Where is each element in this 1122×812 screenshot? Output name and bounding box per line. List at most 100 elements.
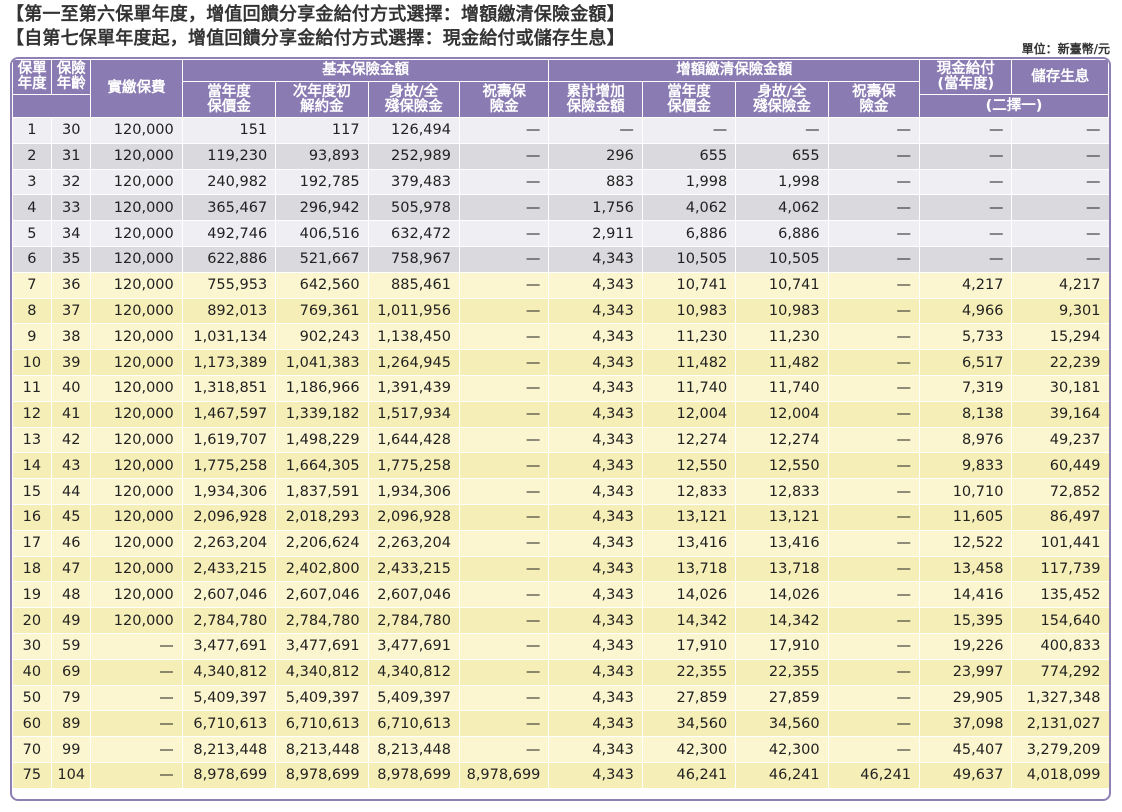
cell-premium: 120,000	[90, 556, 183, 583]
cell-basic-death: 1,011,956	[368, 298, 460, 325]
table-row: 75 104—8,978,699 8,978,699 8,978,699 8,978,6…	[12, 762, 1109, 789]
cell-basic-birthday: —	[459, 143, 550, 170]
table-row: 9 38 120,000 1,031,134 902,243 1,138,450—4,34…	[12, 323, 1109, 351]
cell-add-cumulative: 4,343	[548, 762, 643, 789]
cell-basic-birthday: —	[459, 272, 550, 299]
cell-basic-surrender: 117	[275, 117, 369, 144]
table-row: 14 43 120,000 1,775,258 1,664,305 1,775,258—4…	[12, 452, 1109, 480]
cell-basic-birthday: —	[459, 607, 550, 634]
cell-basic-death: 632,472	[368, 220, 460, 247]
cell-deposit-interest: —	[1011, 169, 1109, 196]
cell-add-cash-value: 12,274	[642, 427, 737, 454]
cell-cash-payment: 49,637	[919, 762, 1013, 789]
cell-year: 70	[12, 736, 53, 763]
cell-add-cumulative: 4,343	[548, 478, 643, 505]
cell-year: 16	[12, 504, 53, 531]
cell-add-cash-value: 12,833	[642, 478, 737, 505]
cell-premium: 120,000	[90, 323, 183, 351]
cell-add-death: 46,241	[735, 762, 829, 789]
cell-basic-cash-value: 5,409,397	[182, 685, 277, 712]
cell-add-birthday: —	[828, 323, 921, 351]
cell-add-cumulative: 4,343	[548, 581, 643, 609]
cell-deposit-interest: —	[1011, 246, 1109, 273]
header-add-birthday: 祝壽保 險金	[827, 81, 921, 118]
cell-basic-death: 2,433,215	[368, 556, 460, 583]
cell-premium: —	[90, 736, 183, 763]
cell-year: 40	[12, 659, 53, 686]
header-add-cash-value: 當年度 保價金	[641, 81, 737, 118]
cell-age: 38	[51, 323, 92, 351]
cell-basic-death: 505,978	[368, 194, 460, 222]
cell-basic-birthday: —	[459, 246, 550, 273]
cell-premium: 120,000	[90, 298, 183, 325]
header-basic-birthday: 祝壽保 險金	[458, 81, 550, 118]
cell-age: 31	[51, 143, 92, 170]
cell-year: 2	[12, 143, 53, 170]
cell-add-cash-value: 13,718	[642, 556, 737, 583]
cell-deposit-interest: 135,452	[1011, 581, 1109, 609]
cell-premium: 120,000	[90, 220, 183, 247]
cell-add-birthday: —	[828, 581, 921, 609]
cell-basic-cash-value: 3,477,691	[182, 633, 277, 660]
cell-add-cumulative: 4,343	[548, 272, 643, 299]
cell-add-death: 12,550	[735, 452, 829, 480]
cell-basic-birthday: —	[459, 427, 550, 454]
table-body: 1 30 120,000 151 117 126,494— — — — — — —2 31 120,000…	[12, 117, 1109, 789]
cell-add-cash-value: 13,121	[642, 504, 737, 531]
header-add-cumulative: 累計增加 保險金額	[548, 81, 643, 118]
cell-year: 11	[12, 375, 53, 402]
cell-add-death: 13,121	[735, 504, 829, 531]
benefit-table: 保單 年度 保險 年齡 實繳保費 基本保險金額 增額繳清保險金額 現金給付 (當年度)…	[12, 59, 1109, 789]
cell-basic-surrender: 5,409,397	[275, 685, 369, 712]
header-basic-death: 身故/全 殘保險金	[367, 81, 460, 118]
cell-add-death: 42,300	[735, 736, 829, 763]
cell-year: 60	[12, 710, 53, 738]
cell-add-death: 12,274	[735, 427, 829, 454]
cell-deposit-interest: 72,852	[1011, 478, 1109, 505]
cell-add-birthday: —	[828, 220, 921, 247]
cell-age: 43	[51, 452, 92, 480]
cell-basic-birthday: —	[459, 169, 550, 196]
cell-add-cumulative: 4,343	[548, 246, 643, 273]
cell-add-death: 10,741	[735, 272, 829, 299]
cell-cash-payment: 8,138	[919, 401, 1013, 428]
cell-basic-surrender: 2,784,780	[275, 607, 369, 634]
cell-year: 75	[12, 762, 53, 789]
cell-basic-surrender: 296,942	[275, 194, 369, 222]
cell-add-cash-value: 4,062	[642, 194, 737, 222]
cell-basic-surrender: 192,785	[275, 169, 369, 196]
cell-add-cumulative: —	[548, 117, 643, 144]
cell-basic-birthday: —	[459, 581, 550, 609]
cell-premium: —	[90, 762, 183, 789]
cell-add-cash-value: 42,300	[642, 736, 737, 763]
cell-add-birthday: —	[828, 710, 921, 738]
header-insured-age: 保險 年齡	[51, 59, 92, 95]
cell-add-cumulative: 4,343	[548, 633, 643, 660]
cell-add-birthday: —	[828, 246, 921, 273]
cell-deposit-interest: 4,217	[1011, 272, 1109, 299]
cell-cash-payment: 8,976	[919, 427, 1013, 454]
cell-add-birthday: —	[828, 143, 921, 170]
cell-year: 4	[12, 194, 53, 222]
cell-add-cumulative: 4,343	[548, 607, 643, 634]
cell-age: 99	[51, 736, 92, 763]
cell-basic-surrender: 769,361	[275, 298, 369, 325]
cell-deposit-interest: 2,131,027	[1011, 710, 1109, 738]
cell-age: 44	[51, 478, 92, 505]
cell-basic-death: 2,607,046	[368, 581, 460, 609]
cell-add-birthday: —	[828, 194, 921, 222]
cell-basic-death: 1,934,306	[368, 478, 460, 505]
cell-add-cumulative: 4,343	[548, 710, 643, 738]
table-row: 30 59—3,477,691 3,477,691 3,477,691—4,343 17…	[12, 633, 1109, 660]
cell-add-death: 11,230	[735, 323, 829, 351]
cell-age: 45	[51, 504, 92, 531]
table-row: 50 79—5,409,397 5,409,397 5,409,397—4,343 27…	[12, 685, 1109, 712]
cell-add-death: 27,859	[735, 685, 829, 712]
title-line-2: 【自第七保單年度起，增值回饋分享金給付方式選擇：現金給付或儲存生息】	[6, 28, 625, 49]
header-basic-group: 基本保險金額	[181, 59, 550, 82]
cell-cash-payment: 19,226	[919, 633, 1013, 660]
cell-year: 14	[12, 452, 53, 480]
cell-add-cash-value: 11,230	[642, 323, 737, 351]
cell-basic-birthday: —	[459, 685, 550, 712]
cell-basic-cash-value: 1,173,389	[182, 349, 277, 376]
